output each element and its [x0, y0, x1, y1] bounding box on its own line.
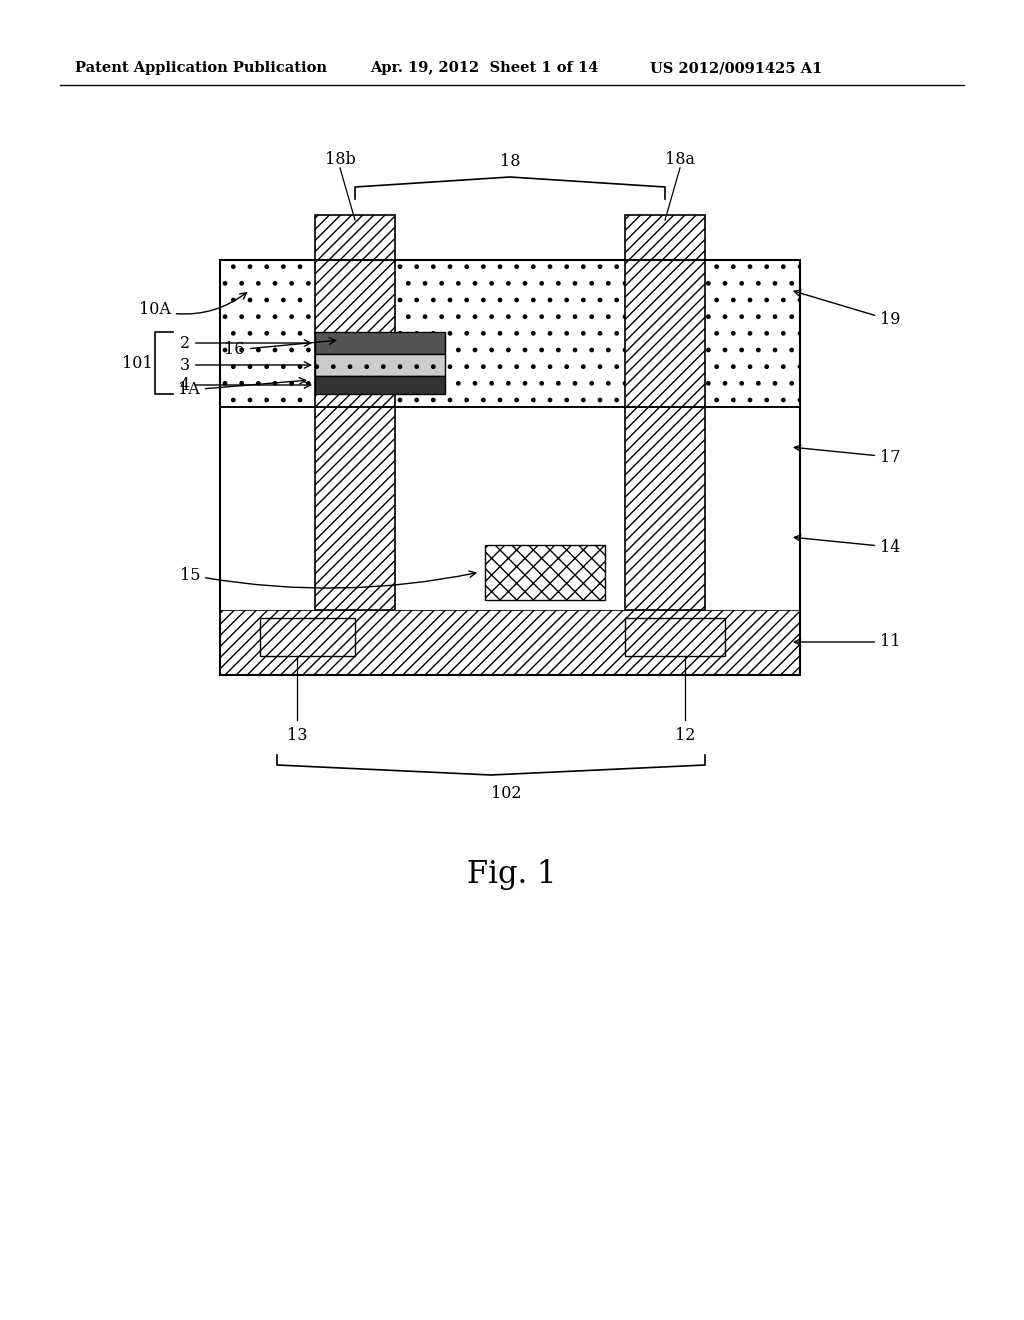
Bar — [315, 376, 445, 393]
Bar — [625, 260, 705, 610]
Text: 16: 16 — [224, 338, 336, 359]
Text: 18a: 18a — [665, 152, 695, 169]
Text: 18b: 18b — [325, 152, 355, 169]
Text: 1A: 1A — [178, 378, 306, 399]
Text: 3: 3 — [180, 356, 310, 374]
Text: 11: 11 — [795, 634, 900, 651]
Text: 13: 13 — [287, 726, 307, 743]
Bar — [315, 260, 395, 610]
Text: 14: 14 — [795, 535, 900, 556]
Bar — [315, 215, 395, 260]
Bar — [220, 610, 800, 675]
Text: 102: 102 — [490, 784, 521, 801]
Text: 2: 2 — [180, 334, 310, 351]
Text: 4: 4 — [180, 376, 310, 393]
Bar — [220, 260, 800, 610]
Text: Patent Application Publication: Patent Application Publication — [75, 61, 327, 75]
Bar — [625, 618, 725, 656]
Text: 18: 18 — [500, 153, 520, 170]
Text: 10A: 10A — [139, 293, 247, 318]
Bar — [625, 215, 705, 260]
Text: US 2012/0091425 A1: US 2012/0091425 A1 — [650, 61, 822, 75]
Bar — [485, 545, 605, 601]
Bar — [220, 260, 800, 675]
Text: Apr. 19, 2012  Sheet 1 of 14: Apr. 19, 2012 Sheet 1 of 14 — [370, 61, 598, 75]
Text: 12: 12 — [675, 726, 695, 743]
Bar — [220, 407, 800, 610]
Text: 15: 15 — [179, 566, 476, 589]
Text: 17: 17 — [795, 445, 900, 466]
Text: 101: 101 — [122, 355, 153, 371]
Text: 19: 19 — [795, 290, 900, 329]
Bar — [395, 333, 445, 393]
Bar — [315, 354, 445, 376]
Bar — [315, 333, 445, 354]
Text: Fig. 1: Fig. 1 — [467, 859, 557, 891]
Bar — [260, 618, 355, 656]
Bar — [220, 407, 800, 610]
